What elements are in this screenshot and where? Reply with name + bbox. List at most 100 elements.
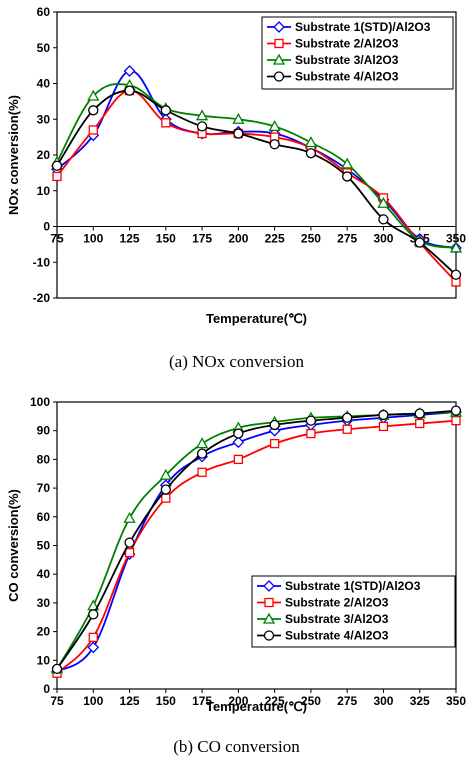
y-axis-title: NOx conversion(%) <box>6 95 21 215</box>
data-point <box>124 85 135 96</box>
y-tick-label: 40 <box>37 567 51 581</box>
data-point <box>160 484 171 495</box>
y-tick-label: 20 <box>37 148 51 162</box>
y-tick-label: 0 <box>43 682 50 696</box>
data-point <box>51 663 63 675</box>
data-point <box>161 493 171 503</box>
x-tick-label: 125 <box>120 232 140 246</box>
x-tick-label: 300 <box>373 694 393 708</box>
data-point <box>451 416 461 426</box>
x-tick-label: 100 <box>83 694 103 708</box>
data-point <box>306 428 316 439</box>
data-point <box>415 418 425 429</box>
data-point <box>87 641 100 654</box>
data-point <box>450 405 462 416</box>
x-tick-label: 200 <box>228 694 248 708</box>
y-tick-label: -10 <box>33 255 51 269</box>
series-line <box>56 83 457 249</box>
figure-caption: (b) CO conversion <box>173 737 300 756</box>
series-line <box>56 89 457 276</box>
data-point <box>233 128 244 139</box>
y-tick-label: 0 <box>43 220 50 234</box>
x-tick-label: 75 <box>50 232 64 246</box>
x-tick-label: 275 <box>337 694 357 708</box>
data-point <box>305 415 317 426</box>
data-point <box>195 437 209 449</box>
y-tick-label: 40 <box>37 77 51 91</box>
data-point <box>449 241 463 253</box>
y-tick-label: 30 <box>37 596 51 610</box>
legend-marker <box>273 21 285 33</box>
data-point <box>232 112 245 124</box>
data-point <box>88 632 98 642</box>
data-point <box>377 196 390 208</box>
data-point <box>414 237 425 248</box>
data-point <box>269 419 280 431</box>
data-point <box>378 409 389 421</box>
x-axis-title: Temperature(℃) <box>206 311 307 326</box>
data-point <box>450 269 462 280</box>
data-point <box>196 121 208 132</box>
data-point <box>124 537 135 548</box>
legend-label: Substrate 2/Al2O3 <box>295 37 399 51</box>
y-tick-label: 50 <box>37 41 51 55</box>
x-tick-label: 250 <box>301 694 321 708</box>
data-point <box>123 65 136 77</box>
data-point <box>52 171 62 182</box>
data-point <box>414 408 425 419</box>
y-tick-label: 20 <box>37 625 51 639</box>
data-point <box>233 454 244 465</box>
legend-box <box>261 16 454 90</box>
x-tick-label: 350 <box>446 232 466 246</box>
data-point <box>160 105 171 116</box>
x-tick-label: 350 <box>446 694 466 708</box>
x-tick-label: 150 <box>156 694 176 708</box>
x-tick-label: 200 <box>228 232 248 246</box>
figure-caption: (a) NOx conversion <box>169 352 305 371</box>
x-tick-label: 150 <box>156 232 176 246</box>
data-point <box>233 428 244 439</box>
data-point <box>124 548 135 558</box>
x-tick-label: 275 <box>337 232 357 246</box>
legend-box <box>251 575 456 648</box>
legend-label: Substrate 1(STD)/Al2O3 <box>285 579 421 593</box>
data-point <box>269 438 280 449</box>
data-point <box>88 609 99 620</box>
legend-marker <box>274 38 284 49</box>
data-point <box>342 424 352 434</box>
co-conversion-chart: 0 10 20 30 40 50 60 70 80 90 100 75 100 125 150 175 200 2… <box>6 395 466 756</box>
x-tick-label: 75 <box>50 694 64 708</box>
data-point <box>88 105 99 116</box>
x-tick-label: 125 <box>120 694 140 708</box>
data-point <box>87 89 100 101</box>
data-point <box>269 139 280 150</box>
y-tick-label: 90 <box>37 424 51 438</box>
data-point <box>51 160 63 171</box>
legend-label: Substrate 1(STD)/Al2O3 <box>295 20 431 34</box>
x-tick-label: 175 <box>192 232 212 246</box>
nox-conversion-chart: -20 -10 0 10 20 30 40 50 60 75 100 125 150 175 200 225 2… <box>6 5 466 371</box>
data-point <box>195 109 209 121</box>
y-tick-label: 60 <box>37 510 51 524</box>
data-point <box>161 118 171 128</box>
legend-label: Substrate 3/Al2O3 <box>295 53 399 67</box>
legend-marker <box>264 597 274 608</box>
data-point <box>341 157 354 169</box>
x-tick-label: 225 <box>265 694 285 708</box>
y-tick-label: 10 <box>37 653 51 667</box>
y-tick-label: 60 <box>37 5 51 19</box>
data-point <box>123 511 136 523</box>
y-axis-title: CO conversion(%) <box>6 489 21 602</box>
x-tick-label: 250 <box>301 232 321 246</box>
legend-marker <box>273 71 285 82</box>
y-tick-label: 50 <box>37 539 51 553</box>
y-tick-label: 30 <box>37 112 51 126</box>
data-point <box>342 412 353 423</box>
y-tick-label: 10 <box>37 184 51 198</box>
x-axis-title: Temperature(℃) <box>206 699 307 714</box>
y-tick-label: 70 <box>37 481 51 495</box>
data-point <box>378 214 389 225</box>
data-point <box>88 125 98 135</box>
x-tick-label: 325 <box>410 694 430 708</box>
